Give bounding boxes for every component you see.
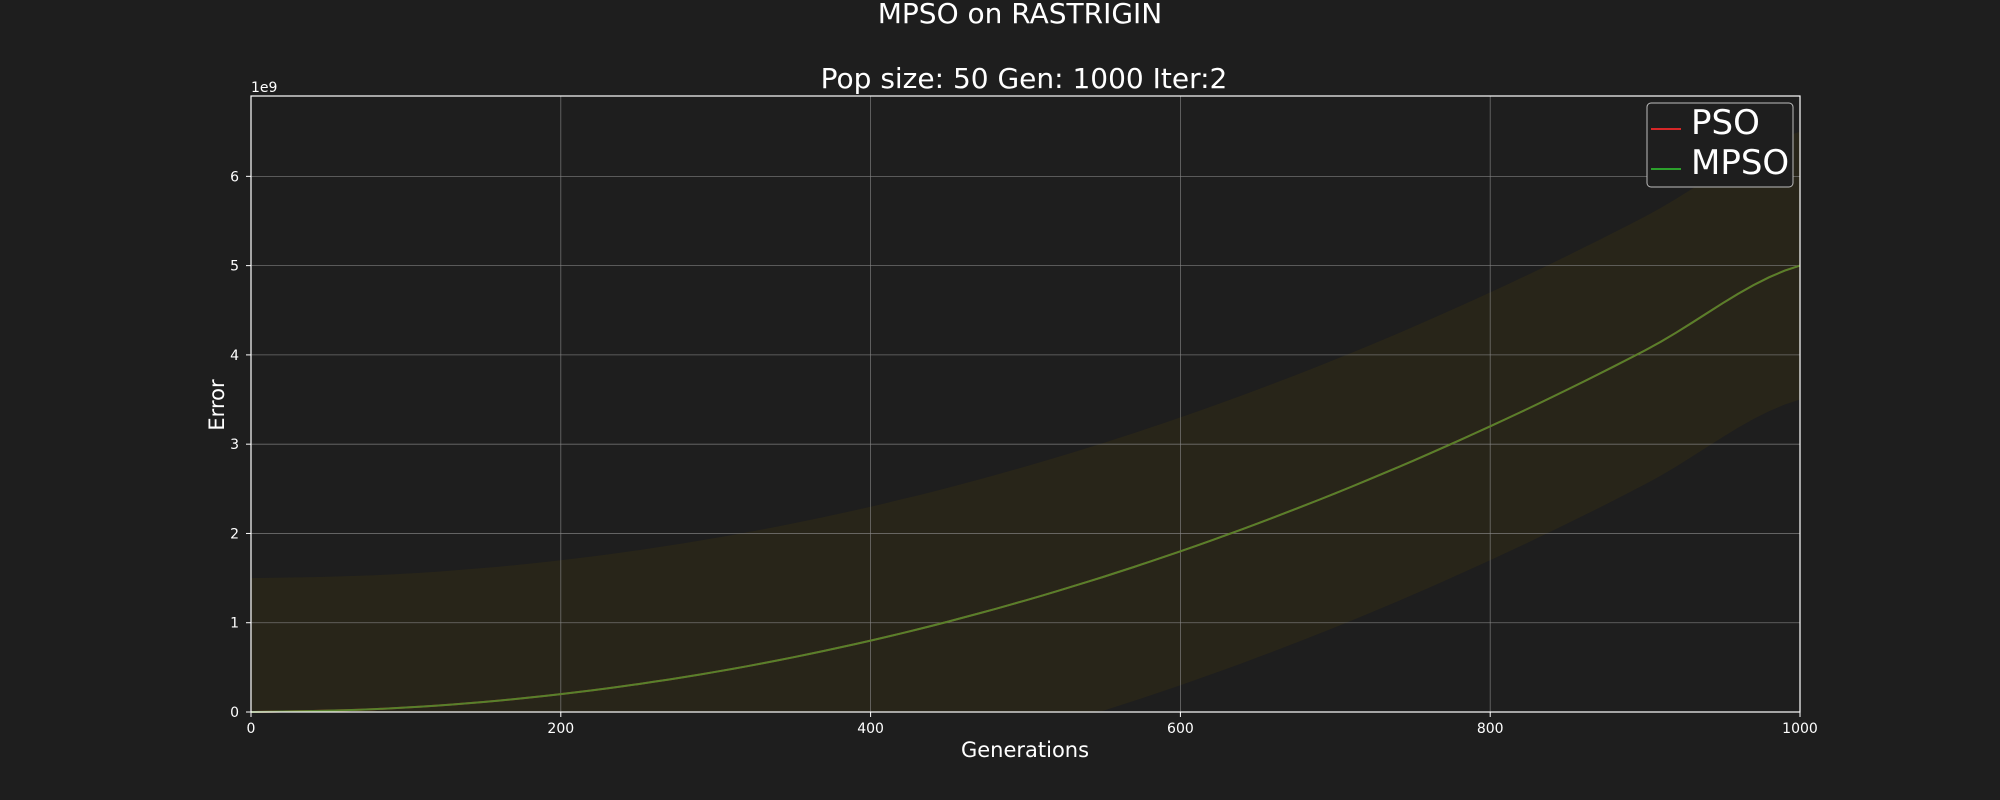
y-tick-label: 2 xyxy=(230,526,239,542)
y-tick-label: 4 xyxy=(230,348,239,364)
y-tick-label: 0 xyxy=(230,705,239,721)
chart-title: MPSO on RASTRIGIN xyxy=(878,0,1163,30)
y-axis-label: Error xyxy=(205,379,229,431)
series-line-mpso xyxy=(250,264,1801,713)
y-tick-label: 5 xyxy=(230,259,239,275)
y-tick-label: 1 xyxy=(230,616,239,632)
legend-label-pso: PSO xyxy=(1691,103,1760,143)
axis-ticks: 0 200 400 600 800 1000 0 1 2 3 4 5 6 xyxy=(230,169,1818,737)
y-tick-label: 3 xyxy=(230,437,239,453)
legend-label-mpso: MPSO xyxy=(1691,143,1789,183)
series-lines xyxy=(250,264,1801,713)
x-tick-label: 0 xyxy=(247,721,256,737)
x-tick-label: 1000 xyxy=(1782,721,1818,737)
x-axis-label: Generations xyxy=(961,738,1089,762)
x-tick-label: 600 xyxy=(1167,721,1194,737)
y-axis-offset-label: 1e9 xyxy=(251,80,277,96)
y-tick-label: 6 xyxy=(230,169,239,185)
legend-box xyxy=(1646,102,1794,188)
chart-subtitle: Pop size: 50 Gen: 1000 Iter:2 xyxy=(821,62,1228,95)
x-tick-label: 200 xyxy=(547,721,574,737)
confidence-bands xyxy=(251,131,1800,712)
legend[interactable]: PSO MPSO xyxy=(1646,102,1794,188)
confidence-band-pso xyxy=(251,131,1800,712)
axes-frame xyxy=(250,95,1801,713)
x-tick-label: 800 xyxy=(1477,721,1504,737)
x-tick-label: 400 xyxy=(857,721,884,737)
